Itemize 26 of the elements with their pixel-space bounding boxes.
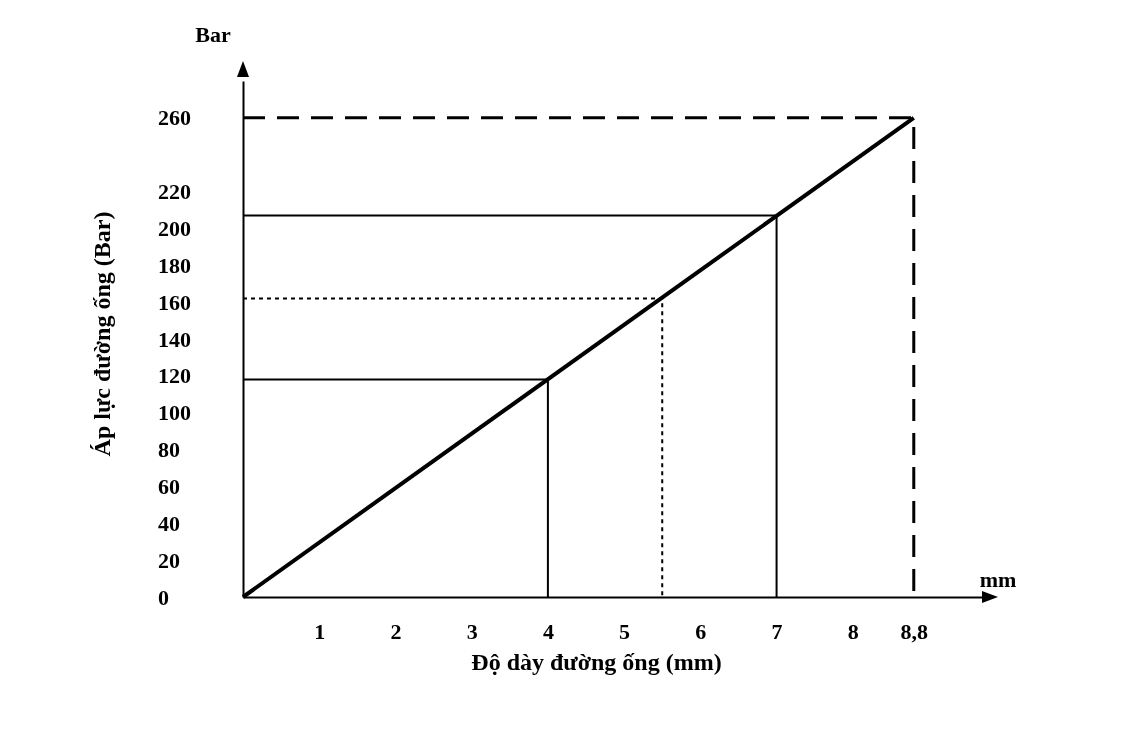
annotation: mm [979,567,1017,592]
x-tick-label: 4 [542,618,554,644]
y-tick-label: 140 [158,326,191,352]
x-tick-label: 5 [619,618,631,644]
y-tick-label: 80 [158,437,180,463]
x-tick-label: 2 [390,618,402,644]
x-tick-label: 8,8 [900,618,929,644]
x-axis-title: Độ dày đường ống (mm) [471,649,722,675]
y-tick-label: 260 [158,105,191,131]
y-tick-label: 220 [158,179,191,205]
y-tick-label: 100 [158,400,191,426]
y-tick-label: 120 [158,363,191,389]
y-tick-label: 0 [158,584,169,610]
y-tick-label: 20 [158,547,180,573]
x-tick-label: 1 [314,618,326,644]
x-tick-label: 7 [771,618,783,644]
y-axis-title: Áp lực đường ống (Bar) [89,211,115,457]
x-tick-label: 3 [466,618,478,644]
x-tick-label: 8 [847,618,859,644]
x-tick-label: 6 [695,618,707,644]
y-tick-label: 160 [158,289,191,315]
y-tick-label: 180 [158,252,191,278]
y-tick-label: 200 [158,215,191,241]
y-tick-label: 40 [158,510,180,536]
y-tick-label: 60 [158,473,180,499]
text: Bar [195,22,231,47]
